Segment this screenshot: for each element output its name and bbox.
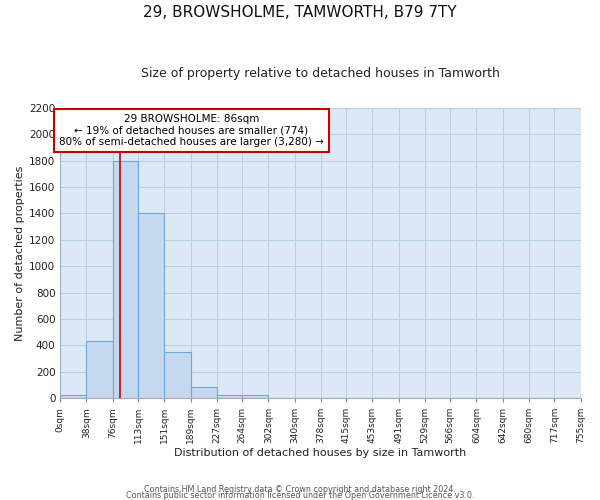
Bar — [138, 214, 164, 398]
X-axis label: Distribution of detached houses by size in Tamworth: Distribution of detached houses by size … — [174, 448, 467, 458]
Bar — [113, 161, 138, 398]
Bar — [191, 388, 217, 398]
Bar — [86, 342, 113, 398]
Bar — [164, 352, 191, 398]
Text: 29, BROWSHOLME, TAMWORTH, B79 7TY: 29, BROWSHOLME, TAMWORTH, B79 7TY — [143, 5, 457, 20]
Bar — [60, 396, 86, 398]
Text: Contains HM Land Registry data © Crown copyright and database right 2024.: Contains HM Land Registry data © Crown c… — [144, 484, 456, 494]
Text: 29 BROWSHOLME: 86sqm
← 19% of detached houses are smaller (774)
80% of semi-deta: 29 BROWSHOLME: 86sqm ← 19% of detached h… — [59, 114, 323, 147]
Bar — [242, 394, 268, 398]
Text: Contains public sector information licensed under the Open Government Licence v3: Contains public sector information licen… — [126, 490, 474, 500]
Y-axis label: Number of detached properties: Number of detached properties — [15, 166, 25, 340]
Bar — [217, 394, 242, 398]
Title: Size of property relative to detached houses in Tamworth: Size of property relative to detached ho… — [141, 68, 500, 80]
